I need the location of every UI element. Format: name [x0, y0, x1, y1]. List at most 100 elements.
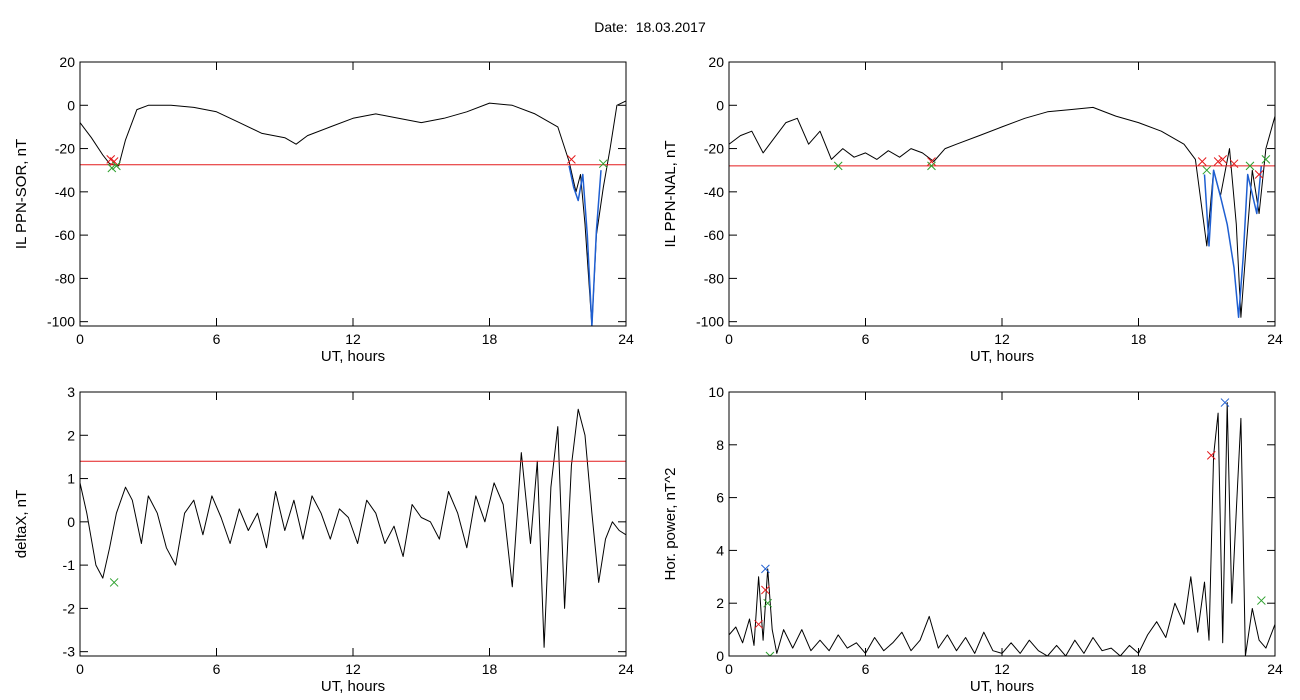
y-tick-label: -3	[63, 644, 76, 660]
y-tick-label: -60	[704, 227, 724, 243]
panel-il-ppn-nal: 0 6 12 18 24 20 0 -20 -40 -60 -80 -100 UT, hours IL P…	[662, 54, 1283, 365]
plot-area	[729, 106, 1275, 319]
panel-il-ppn-sor: 0 6 12 18 24 20 0 -20 -40 -60 -80 -100 UT, hours IL P…	[13, 54, 634, 365]
x-axis-title: UT, hours	[970, 678, 1034, 695]
green-x-marker	[598, 159, 608, 169]
x-tick-label: 18	[1131, 331, 1147, 347]
y-tick-label: -20	[704, 141, 724, 157]
y-tick-label: 0	[67, 97, 75, 113]
x-tick-label: 18	[482, 331, 498, 347]
red-x-marker	[754, 619, 763, 629]
y-axis-title: Hor. power, nT^2	[662, 468, 679, 581]
y-tick-label: -40	[55, 184, 75, 200]
red-x-marker	[1254, 170, 1264, 179]
x-tick-label: 12	[345, 661, 361, 677]
x-axis-title: UT, hours	[321, 348, 385, 365]
y-axis-title: IL PPN-SOR, nT	[13, 139, 30, 249]
y-tick-label: -60	[55, 227, 75, 243]
y-tick-label: 20	[708, 54, 724, 70]
plot-frame	[79, 61, 627, 327]
y-tick-label: 10	[708, 384, 724, 400]
plot-frame	[728, 391, 1276, 657]
y-tick-label: 0	[716, 97, 724, 113]
x-axis-title: UT, hours	[321, 678, 385, 695]
x-axis-title: UT, hours	[970, 348, 1034, 365]
panel-horizontal-power: 0 6 12 18 24 10 8 6 4 2 0 UT, hours Hor. power, nT^2	[662, 384, 1283, 695]
series-curve-line	[729, 106, 1275, 318]
y-tick-label: 3	[67, 384, 75, 400]
plot-frame	[79, 391, 627, 657]
green-x-marker	[833, 161, 843, 171]
y-tick-label: 8	[716, 437, 724, 453]
x-tick-label: 0	[76, 331, 84, 347]
y-tick-label: -100	[47, 314, 75, 330]
series-highlight-line	[1203, 165, 1263, 319]
y-tick-label: 4	[716, 542, 724, 558]
green-x-marker	[112, 161, 121, 171]
red-x-marker	[1218, 155, 1228, 164]
series-curve-line	[80, 100, 626, 326]
y-tick-label: -100	[696, 314, 724, 330]
y-tick-label: -2	[63, 600, 76, 616]
plot-area	[729, 398, 1275, 656]
green-x-marker	[765, 651, 775, 656]
x-tick-label: 12	[345, 331, 361, 347]
green-x-marker	[763, 598, 773, 608]
x-tick-label: 24	[1267, 661, 1283, 677]
red-x-marker	[1213, 157, 1223, 166]
plot-area	[80, 100, 626, 326]
x-tick-label: 0	[725, 331, 733, 347]
y-tick-label: -1	[63, 557, 76, 573]
y-tick-label: -80	[704, 270, 724, 286]
y-tick-label: 0	[716, 648, 724, 664]
x-tick-label: 0	[76, 661, 84, 677]
y-axis-title: IL PPN-NAL, nT	[662, 141, 679, 248]
red-x-marker	[927, 157, 936, 166]
x-tick-label: 18	[482, 661, 498, 677]
y-tick-label: 2	[67, 427, 75, 443]
green-x-marker	[1202, 165, 1212, 175]
y-tick-label: 0	[67, 514, 75, 530]
date-label: Date:	[594, 19, 628, 35]
red-x-marker	[109, 157, 119, 166]
y-tick-label: -20	[55, 141, 75, 157]
red-x-marker	[1206, 451, 1216, 460]
x-tick-label: 6	[213, 331, 221, 347]
x-tick-label: 12	[994, 331, 1010, 347]
y-tick-label: 2	[716, 595, 724, 611]
green-x-marker	[109, 578, 119, 587]
green-x-marker	[1256, 596, 1266, 605]
date-value: 18.03.2017	[635, 19, 706, 35]
x-tick-label: 24	[618, 661, 634, 677]
y-tick-label: -40	[704, 184, 724, 200]
green-x-marker	[927, 161, 936, 171]
series-curve-line	[729, 402, 1275, 656]
red-x-marker	[567, 155, 576, 164]
green-x-marker	[107, 163, 117, 173]
green-x-marker	[1261, 155, 1271, 164]
x-tick-label: 0	[725, 661, 733, 677]
panel-deltax: 0 6 12 18 24 3 2 1 0 -1 -2 -3 UT, hours deltaX, nT	[13, 384, 634, 695]
plot-frame	[728, 61, 1276, 327]
y-tick-label: 1	[67, 471, 75, 487]
x-tick-label: 24	[1267, 331, 1283, 347]
series-curve-line	[80, 408, 626, 648]
blue-x-marker	[1220, 398, 1230, 407]
blue-x-marker	[761, 564, 770, 574]
y-tick-label: -80	[55, 270, 75, 286]
x-tick-label: 12	[994, 661, 1010, 677]
y-tick-label: 20	[59, 54, 75, 70]
red-x-marker	[1229, 159, 1239, 169]
x-tick-label: 18	[1131, 661, 1147, 677]
chart-date-title: Date: 18.03.2017	[0, 19, 1300, 35]
series-highlight-line	[568, 165, 602, 326]
green-x-marker	[1245, 161, 1255, 171]
red-x-marker	[1197, 157, 1207, 166]
red-x-marker	[761, 585, 770, 595]
x-tick-label: 24	[618, 331, 634, 347]
y-axis-title: deltaX, nT	[13, 490, 30, 558]
x-tick-label: 6	[213, 661, 221, 677]
x-tick-label: 6	[862, 661, 870, 677]
x-tick-label: 6	[862, 331, 870, 347]
